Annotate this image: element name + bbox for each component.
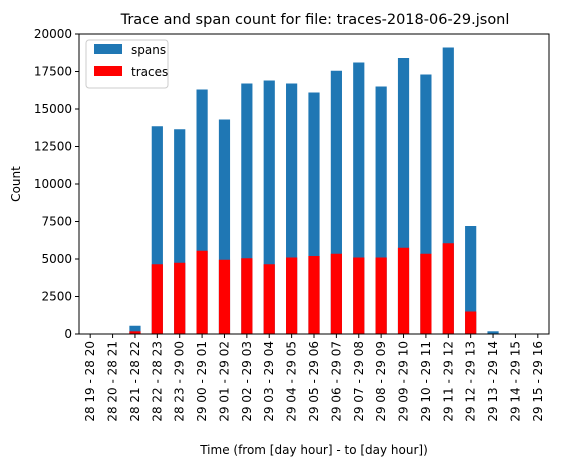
x-tick-label: 28 20 - 28 21 xyxy=(106,341,120,422)
x-tick-label: 29 01 - 29 02 xyxy=(217,341,231,422)
legend: spans traces xyxy=(86,40,168,88)
bar-traces-4 xyxy=(174,263,185,334)
x-tick-label: 29 08 - 29 09 xyxy=(374,341,388,422)
legend-swatch-spans xyxy=(94,44,122,54)
bar-traces-11 xyxy=(331,254,342,334)
x-tick-label: 29 03 - 29 04 xyxy=(262,341,276,422)
y-tick-label: 7500 xyxy=(41,215,72,229)
y-tick-label: 2500 xyxy=(41,290,72,304)
legend-label-spans: spans xyxy=(131,43,166,57)
y-tick-label: 12500 xyxy=(34,140,72,154)
bar-traces-17 xyxy=(465,312,476,335)
legend-swatch-traces xyxy=(94,66,122,76)
x-tick-label: 29 12 - 29 13 xyxy=(464,341,478,422)
bar-traces-10 xyxy=(308,256,319,334)
x-tick-label: 28 23 - 29 00 xyxy=(173,341,187,422)
x-tick-label: 29 00 - 29 01 xyxy=(195,341,209,422)
bar-traces-9 xyxy=(286,258,297,335)
x-tick-label: 29 05 - 29 06 xyxy=(307,341,321,422)
bar-traces-16 xyxy=(443,243,454,334)
y-tick-label: 0 xyxy=(64,327,72,341)
x-axis-label: Time (from [day hour] - to [day hour]) xyxy=(199,443,428,457)
x-tick-label: 29 14 - 29 15 xyxy=(508,341,522,422)
bar-traces-3 xyxy=(152,264,163,334)
x-tick-label: 29 09 - 29 10 xyxy=(397,341,411,422)
y-tick-label: 17500 xyxy=(34,65,72,79)
y-tick-label: 20000 xyxy=(34,27,72,41)
bar-traces-6 xyxy=(219,260,230,334)
x-tick-label: 29 11 - 29 12 xyxy=(441,341,455,422)
bar-traces-14 xyxy=(398,248,409,334)
y-axis-label: Count xyxy=(9,166,23,202)
y-tick-label: 15000 xyxy=(34,102,72,116)
x-axis: 28 19 - 28 20 28 20 - 28 21 28 21 - 28 22 2… xyxy=(83,334,545,422)
x-tick-label: 28 19 - 28 20 xyxy=(83,341,97,422)
x-tick-label: 28 22 - 28 23 xyxy=(150,341,164,422)
x-tick-label: 29 02 - 29 03 xyxy=(240,341,254,422)
bar-traces-13 xyxy=(376,258,387,335)
x-tick-label: 29 10 - 29 11 xyxy=(419,341,433,422)
bar-traces-8 xyxy=(264,264,275,334)
bars-layer xyxy=(129,48,498,335)
bar-traces-7 xyxy=(241,258,252,334)
bar-traces-15 xyxy=(420,254,431,334)
x-tick-label: 29 13 - 29 14 xyxy=(486,341,500,422)
x-tick-label: 29 15 - 29 16 xyxy=(531,341,545,422)
y-tick-label: 10000 xyxy=(34,177,72,191)
x-tick-label: 29 07 - 29 08 xyxy=(352,341,366,422)
chart-title: Trace and span count for file: traces-20… xyxy=(120,12,510,28)
y-axis: 0 2500 5000 7500 10000 12500 15000 17500 20000 xyxy=(34,27,79,341)
bar-traces-12 xyxy=(353,258,364,335)
bar-traces-5 xyxy=(197,251,208,334)
x-tick-label: 29 06 - 29 07 xyxy=(329,341,343,422)
y-tick-label: 5000 xyxy=(41,252,72,266)
x-tick-label: 29 04 - 29 05 xyxy=(285,341,299,422)
legend-label-traces: traces xyxy=(131,65,168,79)
x-tick-label: 28 21 - 28 22 xyxy=(128,341,142,422)
